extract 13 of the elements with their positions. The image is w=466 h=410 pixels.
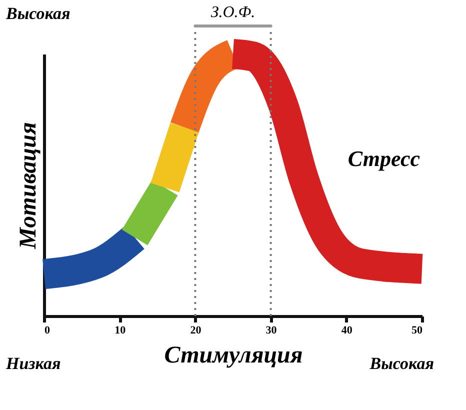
y-axis-title: Мотивация <box>16 122 42 250</box>
text: Высокая <box>5 4 70 23</box>
text: Низкая <box>5 354 62 373</box>
x-tick-label: 30 <box>266 324 278 336</box>
x-tick-label: 40 <box>341 324 353 336</box>
text: Высокая <box>368 354 434 373</box>
x-tick-label: 20 <box>190 324 202 336</box>
text: З.О.Ф. <box>210 4 256 21</box>
x-tick-label: 0 <box>44 324 50 336</box>
x-axis-title: Стимуляция <box>164 342 303 368</box>
x-tick-label: 50 <box>412 324 423 336</box>
annotation: Стресс <box>348 146 420 171</box>
x-tick-label: 10 <box>114 324 126 336</box>
